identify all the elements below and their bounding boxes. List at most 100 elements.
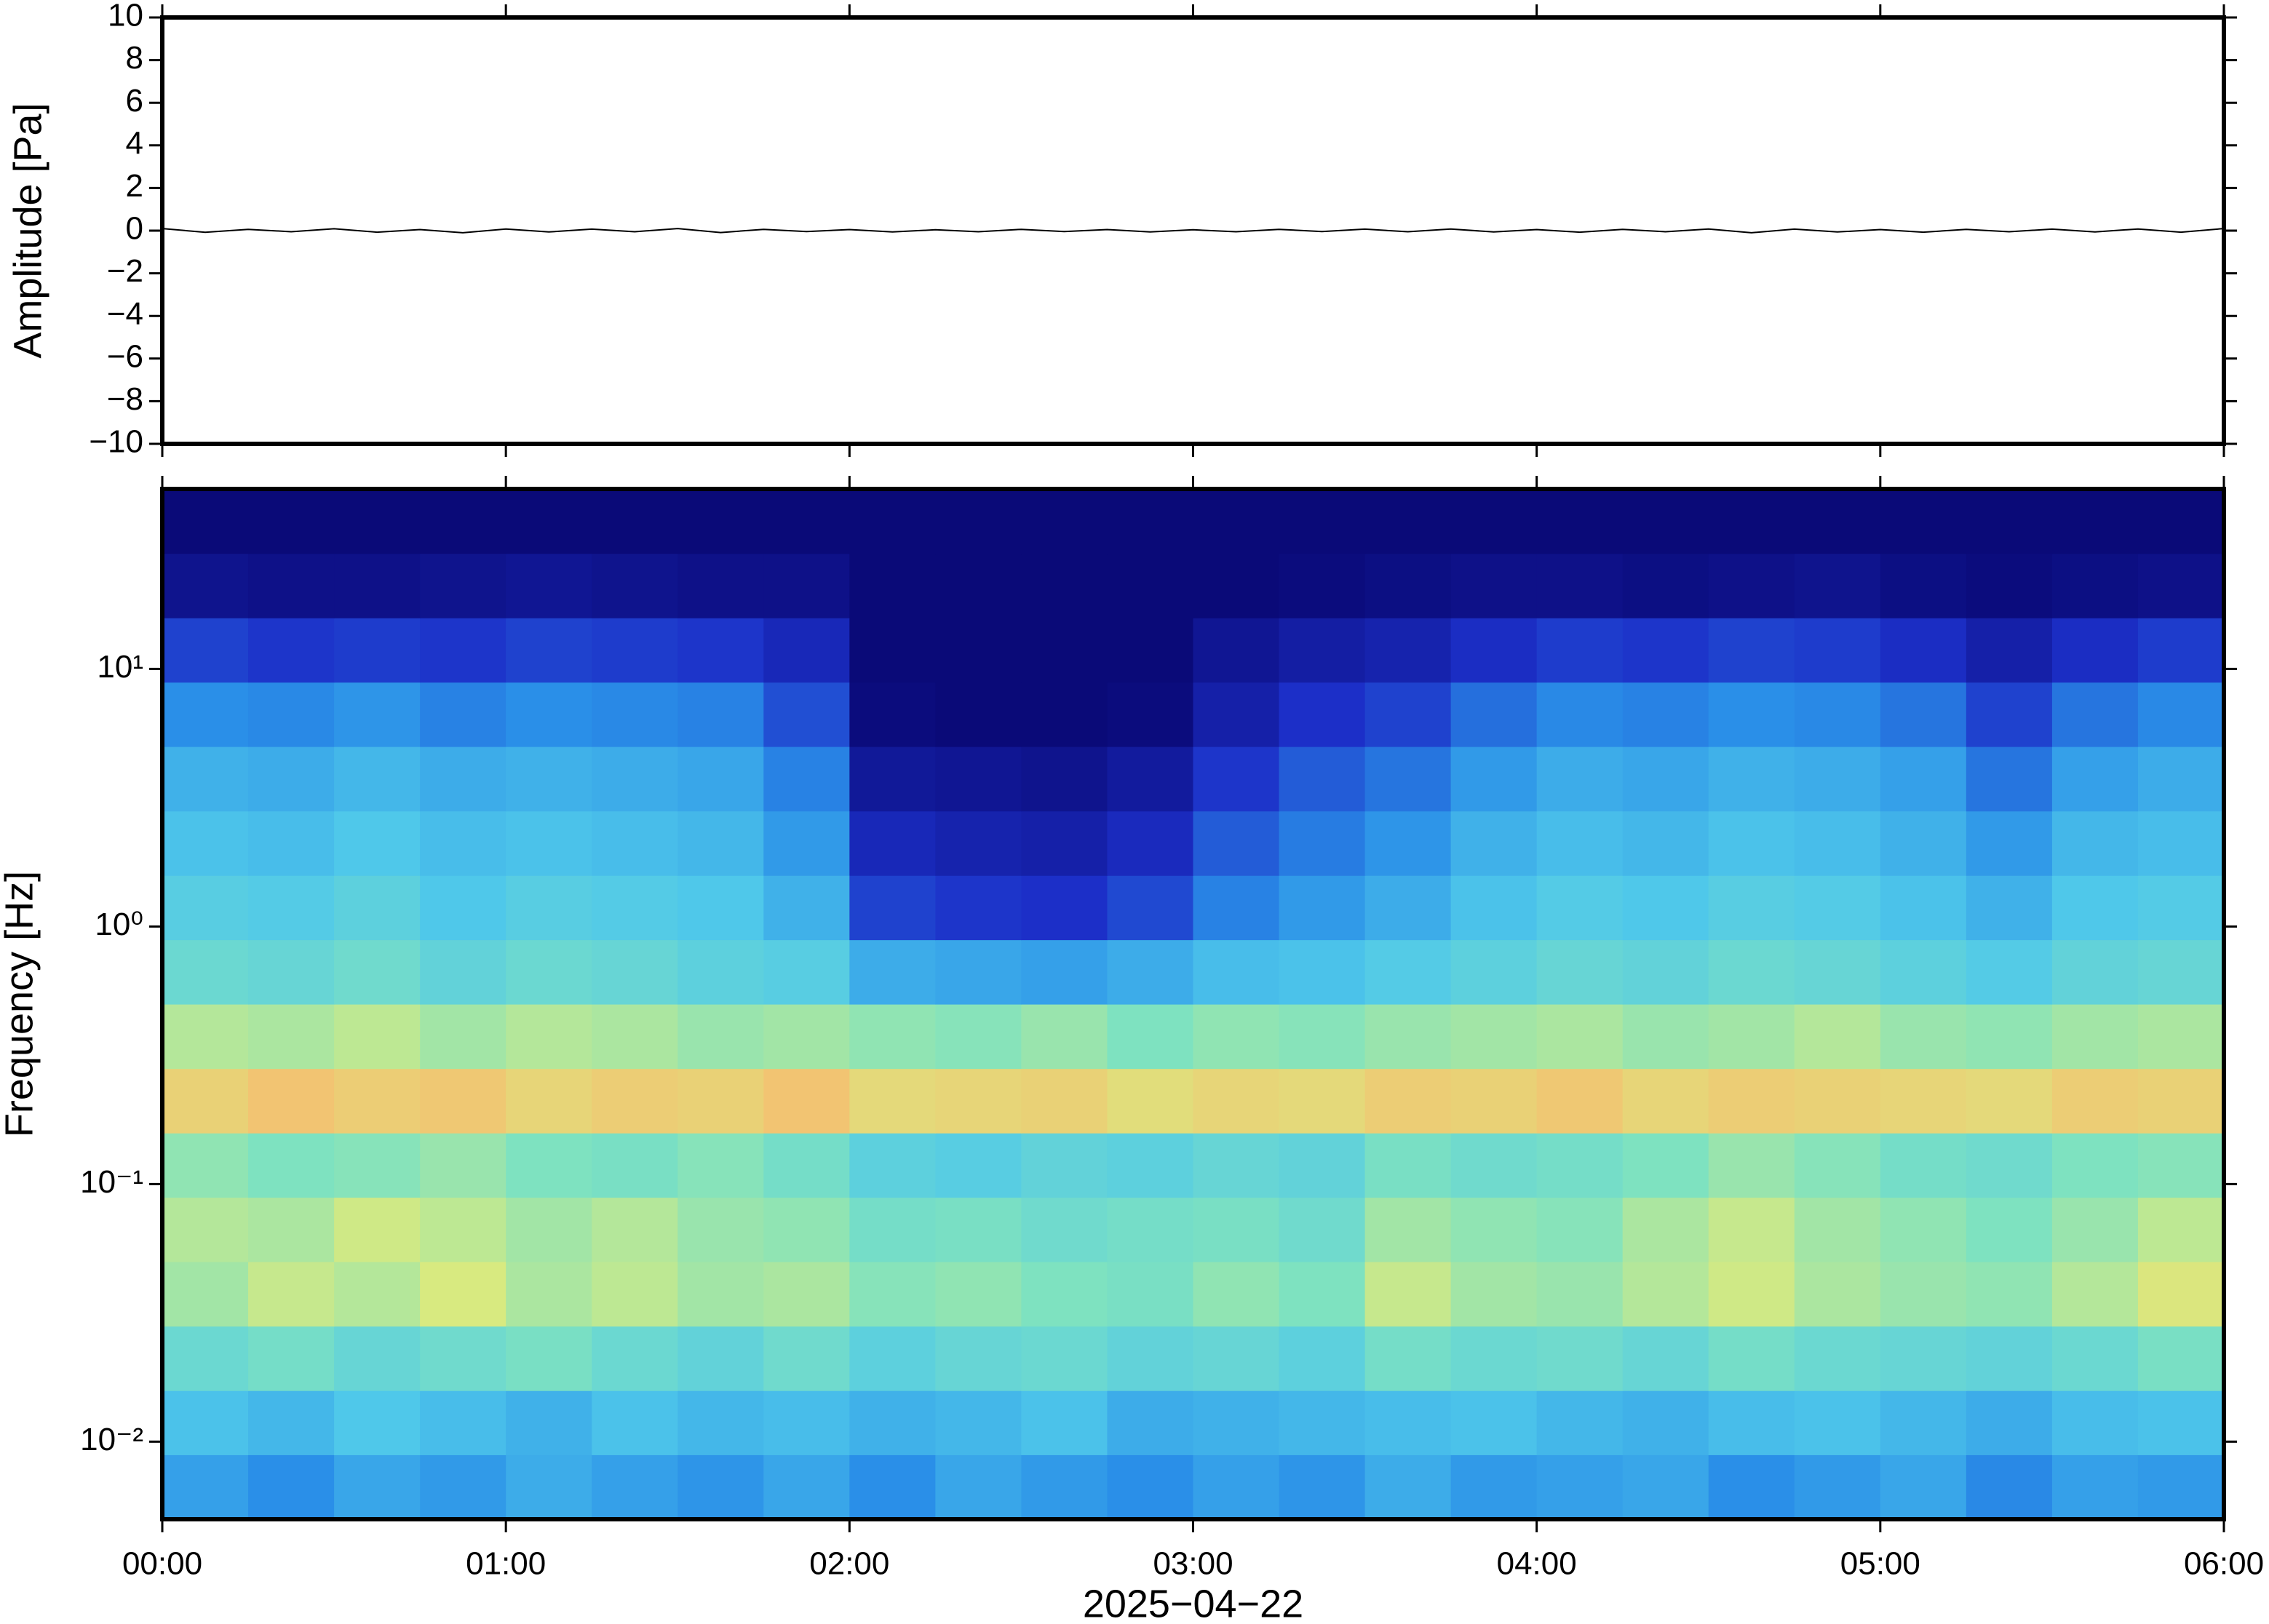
spectrogram-cell bbox=[334, 811, 421, 876]
spectrogram-cell bbox=[1107, 1262, 1194, 1327]
spectrogram-cell bbox=[2137, 618, 2225, 683]
y-tick-label: −2 bbox=[107, 253, 143, 289]
spectrogram-cell bbox=[1966, 1068, 2053, 1134]
spectrogram-cell bbox=[162, 1004, 249, 1070]
spectrogram-cell bbox=[1364, 875, 1452, 941]
spectrogram-cell bbox=[763, 553, 850, 618]
spectrogram-cell bbox=[763, 811, 850, 876]
spectrogram-cell bbox=[506, 1068, 592, 1134]
spectrogram-cell bbox=[2051, 1133, 2139, 1198]
spectrogram-cell bbox=[2137, 1390, 2225, 1455]
spectrogram-cell bbox=[420, 1068, 506, 1134]
spectrogram-cell bbox=[1107, 1004, 1194, 1070]
spectrogram-cell bbox=[1021, 1326, 1108, 1391]
spectrogram-cell bbox=[1279, 1068, 1366, 1134]
spectrogram-cell bbox=[849, 553, 936, 618]
spectrogram-cell bbox=[592, 747, 678, 812]
spectrogram-cell bbox=[1107, 747, 1194, 812]
spectrogram-cell bbox=[1107, 1068, 1194, 1134]
spectrogram-cell bbox=[248, 489, 335, 554]
spectrogram-cell bbox=[2051, 1068, 2139, 1134]
spectrogram-cell bbox=[1364, 1454, 1452, 1520]
spectrogram-cell bbox=[1794, 939, 1881, 1005]
y-tick-label: 10⁻¹ bbox=[80, 1164, 143, 1200]
spectrogram-cell bbox=[1794, 1390, 1881, 1455]
spectrogram-cell bbox=[1708, 1197, 1795, 1262]
spectrogram-cell bbox=[162, 553, 249, 618]
spectrogram-cell bbox=[162, 1454, 249, 1520]
spectrogram-cell bbox=[1966, 747, 2053, 812]
spectrogram-cell bbox=[1107, 1197, 1194, 1262]
spectrogram-cell bbox=[162, 1262, 249, 1327]
spectrogram-cell bbox=[506, 1004, 592, 1070]
spectrogram-cell bbox=[1536, 618, 1624, 683]
spectrogram-cell bbox=[1536, 1133, 1624, 1198]
spectrogram-cell bbox=[334, 489, 421, 554]
spectrogram-cell bbox=[2137, 1004, 2225, 1070]
spectrogram-cell bbox=[1279, 1326, 1366, 1391]
spectrogram-cell bbox=[506, 939, 592, 1005]
spectrogram-cell bbox=[334, 747, 421, 812]
spectrogram-cell bbox=[1279, 811, 1366, 876]
spectrogram-cell bbox=[334, 618, 421, 683]
spectrogram-cell bbox=[1536, 682, 1624, 747]
spectrogram-cell bbox=[2137, 811, 2225, 876]
spectrogram-cell bbox=[677, 1197, 764, 1262]
spectrogram-cell bbox=[592, 1133, 678, 1198]
spectrogram-cell bbox=[248, 1390, 335, 1455]
spectrogram-cell bbox=[935, 682, 1022, 747]
spectrogram-cell bbox=[592, 1004, 678, 1070]
spectrogram-cell bbox=[1794, 553, 1881, 618]
spectrogram-cell bbox=[248, 1454, 335, 1520]
spectrogram-cell bbox=[1622, 1326, 1709, 1391]
spectrogram-cell bbox=[420, 747, 506, 812]
spectrogram-cell bbox=[334, 1326, 421, 1391]
spectrogram-cell bbox=[334, 1454, 421, 1520]
y-tick-label: −8 bbox=[107, 381, 143, 417]
spectrogram-cell bbox=[935, 618, 1022, 683]
spectrogram-cell bbox=[1279, 1262, 1366, 1327]
y-axis-label: Frequency [Hz] bbox=[0, 871, 41, 1137]
spectrogram-cell bbox=[248, 1197, 335, 1262]
x-tick-label: 03:00 bbox=[1153, 1546, 1233, 1582]
spectrogram-cell bbox=[162, 1197, 249, 1262]
y-tick-label: −6 bbox=[107, 338, 143, 374]
spectrogram-cell bbox=[1794, 618, 1881, 683]
spectrogram-cell bbox=[592, 1326, 678, 1391]
spectrogram-cell bbox=[1450, 1133, 1538, 1198]
spectrogram-cell bbox=[162, 1068, 249, 1134]
spectrogram-cell bbox=[677, 747, 764, 812]
spectrogram-cell bbox=[162, 939, 249, 1005]
spectrogram-cell bbox=[849, 1004, 936, 1070]
spectrogram-cell bbox=[248, 553, 335, 618]
spectrogram-cell bbox=[1966, 1326, 2053, 1391]
spectrogram-cell bbox=[1536, 553, 1624, 618]
spectrogram-cell bbox=[1880, 939, 1967, 1005]
spectrogram-cell bbox=[248, 811, 335, 876]
spectrogram-cell bbox=[506, 553, 592, 618]
spectrogram-cell bbox=[1622, 1197, 1709, 1262]
spectrogram-cell bbox=[1021, 1068, 1108, 1134]
spectrogram-cell bbox=[334, 1197, 421, 1262]
spectrogram-cell bbox=[1364, 618, 1452, 683]
spectrogram-cell bbox=[1880, 618, 1967, 683]
spectrogram-cell bbox=[1966, 553, 2053, 618]
spectrogram-cell bbox=[506, 875, 592, 941]
spectrogram-cell bbox=[334, 1068, 421, 1134]
spectrogram-cell bbox=[1021, 1454, 1108, 1520]
spectrogram-cell bbox=[1193, 618, 1280, 683]
spectrogram-cell bbox=[592, 811, 678, 876]
spectrogram-cell bbox=[420, 489, 506, 554]
y-tick-label: −4 bbox=[107, 296, 143, 332]
spectrogram-cell bbox=[763, 747, 850, 812]
spectrogram-cell bbox=[849, 1068, 936, 1134]
spectrogram-cell bbox=[1193, 1454, 1280, 1520]
spectrogram-cell bbox=[2051, 1004, 2139, 1070]
spectrogram-cell bbox=[248, 875, 335, 941]
spectrogram-cell bbox=[1708, 682, 1795, 747]
x-tick-label: 02:00 bbox=[809, 1546, 889, 1582]
spectrogram-cell bbox=[849, 489, 936, 554]
spectrogram-cell bbox=[2137, 875, 2225, 941]
spectrogram-cell bbox=[849, 811, 936, 876]
